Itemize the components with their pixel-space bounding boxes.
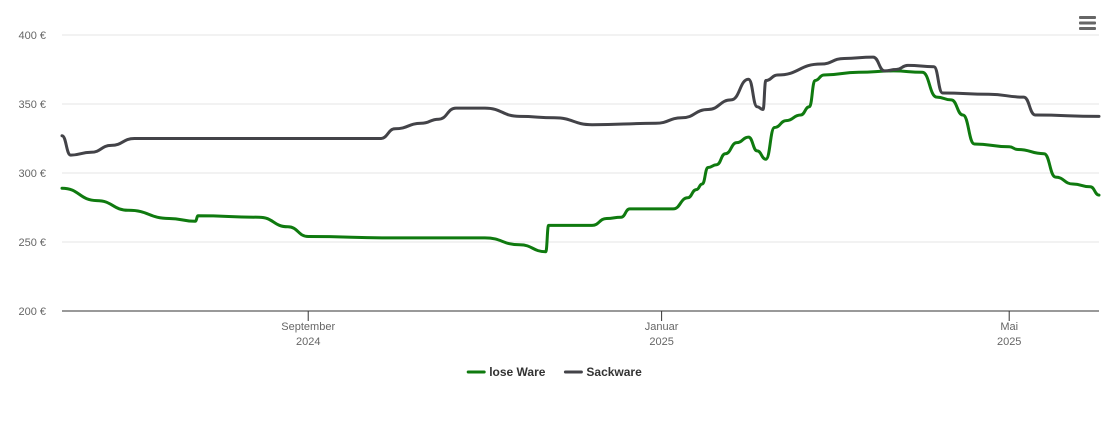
y-tick-label: 400 € — [18, 30, 46, 42]
x-tick-year: 2025 — [649, 336, 673, 348]
series-lines — [60, 55, 1101, 254]
x-tick-month: Mai — [1000, 321, 1018, 333]
x-tick-year: 2025 — [997, 336, 1021, 348]
y-tick-label: 300 € — [18, 168, 46, 180]
hamburger-menu-icon[interactable] — [1079, 16, 1096, 30]
legend-item[interactable]: Sackware — [563, 365, 642, 379]
y-tick-label: 250 € — [18, 237, 46, 249]
y-tick-label: 200 € — [18, 306, 46, 318]
x-tick-label: Mai 2025 — [997, 321, 1021, 348]
grid-lines — [62, 34, 1099, 243]
x-tick-month: September — [281, 321, 335, 333]
x-tick-month: Januar — [645, 321, 679, 333]
series-line-lose-ware[interactable] — [60, 69, 1101, 254]
chart-menu-button[interactable] — [1076, 11, 1100, 33]
legend: lose Ware Sackware — [466, 365, 642, 379]
y-tick-label: 350 € — [18, 99, 46, 111]
x-tick-year: 2024 — [296, 336, 320, 348]
legend-label: Sackware — [586, 365, 642, 379]
series-line-sackware[interactable] — [60, 55, 1101, 157]
x-tick-label: Januar 2025 — [645, 321, 679, 348]
x-axis: September 2024 Januar 2025 Mai 2025 — [62, 310, 1099, 348]
y-axis-labels: 200 € 250 € 300 € 350 € 400 € — [18, 30, 46, 318]
legend-label: lose Ware — [489, 365, 546, 379]
legend-item[interactable]: lose Ware — [466, 365, 546, 379]
x-tick-label: September 2024 — [281, 321, 335, 348]
